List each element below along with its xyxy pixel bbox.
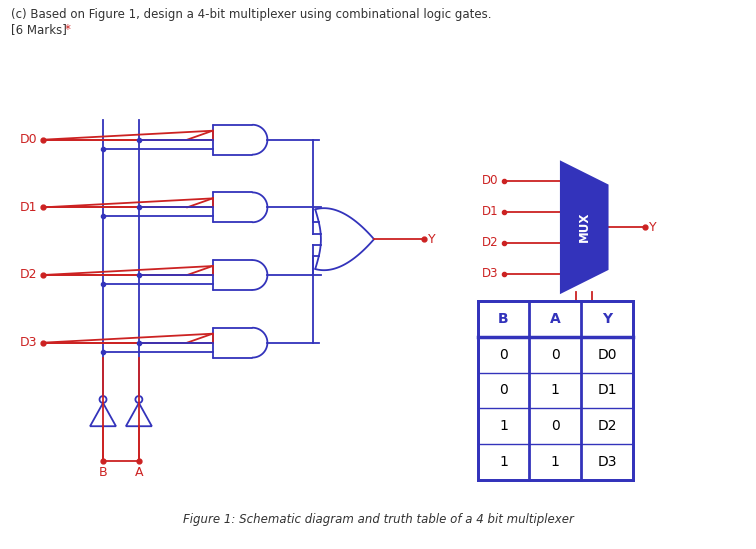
Text: D0: D0	[20, 133, 37, 146]
Text: B: B	[99, 466, 107, 479]
Text: 1: 1	[499, 455, 508, 469]
Text: A: A	[550, 312, 561, 326]
Text: [6 Marks]: [6 Marks]	[11, 23, 71, 36]
Text: B: B	[572, 326, 580, 339]
Text: MUX: MUX	[578, 212, 590, 243]
Text: B: B	[498, 312, 509, 326]
Text: D1: D1	[20, 201, 37, 214]
Text: 0: 0	[499, 348, 508, 362]
Text: D3: D3	[20, 336, 37, 349]
FancyBboxPatch shape	[478, 301, 633, 480]
Text: Y: Y	[602, 312, 612, 326]
Text: A: A	[588, 326, 596, 339]
Text: Figure 1: Schematic diagram and truth table of a 4 bit multiplexer: Figure 1: Schematic diagram and truth ta…	[182, 513, 574, 526]
Text: D2: D2	[20, 268, 37, 282]
Text: D0: D0	[597, 348, 617, 362]
Text: 1: 1	[551, 455, 559, 469]
Text: Y: Y	[649, 221, 657, 234]
Text: D3: D3	[482, 267, 498, 281]
Text: 1: 1	[499, 419, 508, 433]
Polygon shape	[561, 163, 607, 292]
Text: D1: D1	[482, 205, 498, 218]
Text: 1: 1	[551, 383, 559, 397]
Text: D2: D2	[482, 236, 498, 249]
Text: 0: 0	[551, 419, 559, 433]
Text: (c) Based on Figure 1, design a 4-bit multiplexer using combinational logic gate: (c) Based on Figure 1, design a 4-bit mu…	[11, 8, 492, 21]
Text: 0: 0	[499, 383, 508, 397]
Text: D2: D2	[597, 419, 617, 433]
Text: 0: 0	[551, 348, 559, 362]
Text: D0: D0	[482, 174, 498, 187]
Text: A: A	[135, 466, 143, 479]
Text: D1: D1	[597, 383, 617, 397]
Text: D3: D3	[597, 455, 617, 469]
Text: Y: Y	[428, 233, 435, 246]
Text: *: *	[64, 23, 70, 36]
